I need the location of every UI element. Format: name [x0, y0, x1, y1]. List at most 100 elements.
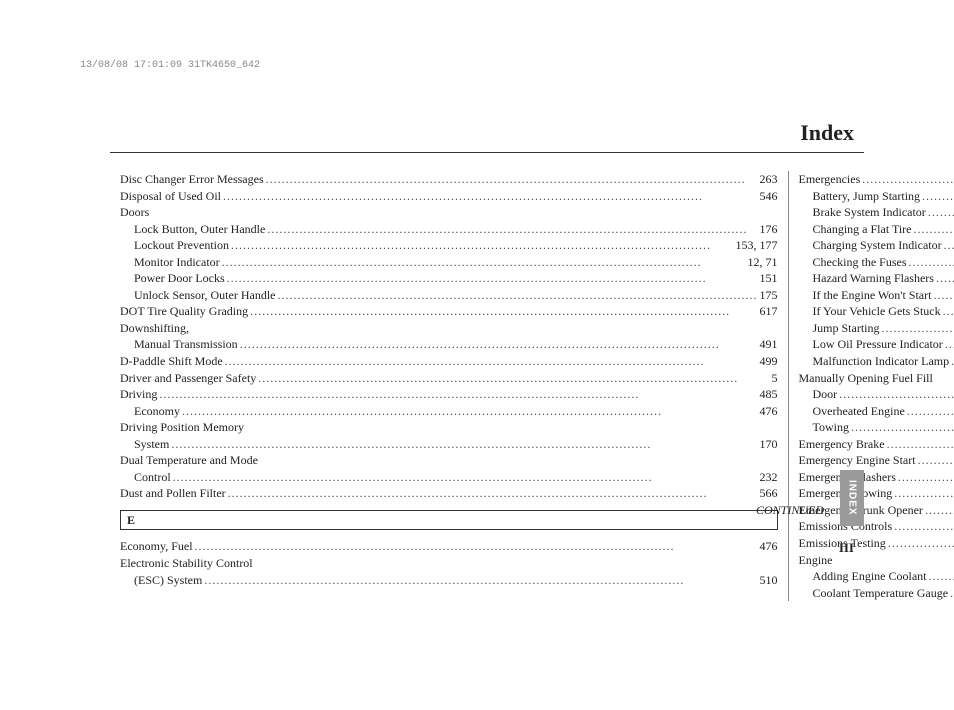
- index-entry: Driving.................................…: [120, 386, 778, 403]
- leader-dots: ........................................…: [885, 436, 954, 453]
- entry-label: Power Door Locks: [134, 270, 225, 287]
- entry-label: Lockout Prevention: [134, 237, 229, 254]
- entry-page: 546: [760, 188, 778, 205]
- entry-label: Monitor Indicator: [134, 254, 220, 271]
- entry-page: 232: [760, 469, 778, 486]
- index-entry: Disc Changer Error Messages.............…: [120, 171, 778, 188]
- entry-label: Unlock Sensor, Outer Handle: [134, 287, 276, 304]
- entry-page: 566: [760, 485, 778, 502]
- index-entry: Emissions Testing.......................…: [799, 535, 954, 552]
- index-entry: Dust and Pollen Filter..................…: [120, 485, 778, 502]
- leader-dots: ........................................…: [949, 353, 954, 370]
- entry-label: Charging System Indicator: [813, 237, 942, 254]
- index-entry: Overheated Engine.......................…: [799, 403, 954, 420]
- index-heading: Doors: [120, 204, 778, 221]
- entry-page: 491: [760, 336, 778, 353]
- entry-page: 476: [760, 403, 778, 420]
- index-columns: Disc Changer Error Messages.............…: [110, 171, 864, 601]
- leader-dots: ........................................…: [265, 221, 759, 238]
- index-entry: Adding Engine Coolant...................…: [799, 568, 954, 585]
- leader-dots: ........................................…: [226, 485, 760, 502]
- leader-dots: ........................................…: [193, 538, 760, 555]
- leader-dots: ........................................…: [926, 204, 954, 221]
- column-1: Disc Changer Error Messages.............…: [110, 171, 789, 601]
- entry-page: 263: [760, 171, 778, 188]
- leader-dots: ........................................…: [256, 370, 771, 387]
- leader-dots: ........................................…: [941, 303, 954, 320]
- index-entry: If the Engine Won't Start...............…: [799, 287, 954, 304]
- page-number: III: [839, 540, 854, 556]
- column-2: Emergencies.............................…: [789, 171, 954, 601]
- leader-dots: ........................................…: [931, 287, 954, 304]
- leader-dots: ........................................…: [223, 353, 760, 370]
- entry-label: System: [134, 436, 169, 453]
- index-entry: System..................................…: [120, 436, 778, 453]
- entry-label: Dust and Pollen Filter: [120, 485, 226, 502]
- index-entry: Emergency Brake.........................…: [799, 436, 954, 453]
- entry-page: 499: [760, 353, 778, 370]
- index-entry: Door....................................…: [799, 386, 954, 403]
- leader-dots: ........................................…: [221, 188, 760, 205]
- entry-label: Control: [134, 469, 171, 486]
- entry-page: 176: [760, 221, 778, 238]
- index-entry: Towing..................................…: [799, 419, 954, 436]
- index-entry: Economy, Fuel...........................…: [120, 538, 778, 555]
- entry-label: Disc Changer Error Messages: [120, 171, 264, 188]
- leader-dots: ........................................…: [169, 436, 759, 453]
- entry-page: 476: [760, 538, 778, 555]
- leader-dots: ........................................…: [180, 403, 760, 420]
- index-entry: Economy.................................…: [120, 403, 778, 420]
- index-entry: Disposal of Used Oil....................…: [120, 188, 778, 205]
- entry-page: 153, 177: [736, 237, 778, 254]
- index-entry: Emergency Engine Start..................…: [799, 452, 954, 469]
- leader-dots: ........................................…: [238, 336, 760, 353]
- index-heading: Downshifting,: [120, 320, 778, 337]
- entry-label: Emergency Engine Start: [799, 452, 916, 469]
- leader-dots: ........................................…: [892, 485, 954, 502]
- leader-dots: ........................................…: [202, 572, 759, 589]
- entry-label: Lock Button, Outer Handle: [134, 221, 265, 238]
- entry-label: Driver and Passenger Safety: [120, 370, 256, 387]
- leader-dots: ........................................…: [892, 518, 954, 535]
- entry-label: Towing: [813, 419, 850, 436]
- leader-dots: ........................................…: [920, 188, 954, 205]
- leader-dots: ........................................…: [896, 469, 954, 486]
- leader-dots: ........................................…: [907, 254, 954, 271]
- index-entry: Charging System Indicator...............…: [799, 237, 954, 254]
- continued-label: CONTINUED: [756, 503, 824, 518]
- entry-label: (ESC) System: [134, 572, 202, 589]
- index-entry: Jump Starting...........................…: [799, 320, 954, 337]
- leader-dots: ........................................…: [837, 386, 954, 403]
- index-entry: Emergencies.............................…: [799, 171, 954, 188]
- entry-label: If the Engine Won't Start: [813, 287, 932, 304]
- index-entry: Malfunction Indicator Lamp..............…: [799, 353, 954, 370]
- entry-label: Manual Transmission: [134, 336, 238, 353]
- entry-page: 175: [760, 287, 778, 304]
- leader-dots: ........................................…: [248, 303, 759, 320]
- entry-page: 151: [760, 270, 778, 287]
- index-entry: Emergency Towing........................…: [799, 485, 954, 502]
- entry-label: Low Oil Pressure Indicator: [813, 336, 943, 353]
- side-tab-index: INDEX: [840, 470, 864, 526]
- index-entry: If Your Vehicle Gets Stuck..............…: [799, 303, 954, 320]
- entry-label: Economy, Fuel: [120, 538, 193, 555]
- entry-label: If Your Vehicle Gets Stuck: [813, 303, 941, 320]
- index-heading: Manually Opening Fuel Fill: [799, 370, 954, 387]
- entry-label: Driving: [120, 386, 157, 403]
- leader-dots: ........................................…: [220, 254, 748, 271]
- index-entry: Control.................................…: [120, 469, 778, 486]
- entry-label: Battery, Jump Starting: [813, 188, 921, 205]
- section-letter: E: [120, 510, 778, 531]
- entry-label: Disposal of Used Oil: [120, 188, 221, 205]
- index-entry: D-Paddle Shift Mode.....................…: [120, 353, 778, 370]
- header-stamp: 13/08/08 17:01:09 31TK4650_642: [80, 60, 260, 71]
- index-entry: DOT Tire Quality Grading................…: [120, 303, 778, 320]
- index-entry: Lock Button, Outer Handle...............…: [120, 221, 778, 238]
- entry-label: Economy: [134, 403, 180, 420]
- leader-dots: ........................................…: [942, 237, 954, 254]
- leader-dots: ........................................…: [916, 452, 954, 469]
- index-entry: Brake System Indicator..................…: [799, 204, 954, 221]
- entry-label: Jump Starting: [813, 320, 880, 337]
- entry-label: Overheated Engine: [813, 403, 905, 420]
- entry-label: Brake System Indicator: [813, 204, 926, 221]
